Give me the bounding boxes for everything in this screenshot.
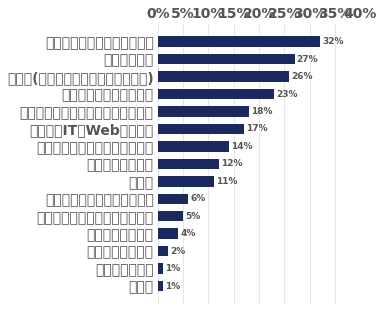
Bar xyxy=(158,211,183,221)
Bar xyxy=(158,36,320,47)
Text: 26%: 26% xyxy=(291,72,313,81)
Text: 4%: 4% xyxy=(180,229,195,238)
Text: 5%: 5% xyxy=(185,212,200,221)
Bar xyxy=(158,281,163,291)
Text: 1%: 1% xyxy=(165,264,180,273)
Text: 2%: 2% xyxy=(170,247,185,256)
Bar xyxy=(158,124,244,134)
Bar xyxy=(158,263,163,274)
Text: 32%: 32% xyxy=(322,37,343,46)
Bar xyxy=(158,246,168,256)
Bar xyxy=(158,159,218,169)
Bar xyxy=(158,176,214,187)
Text: 14%: 14% xyxy=(231,142,252,151)
Text: 12%: 12% xyxy=(221,160,242,168)
Bar xyxy=(158,89,274,99)
Text: 18%: 18% xyxy=(251,107,273,116)
Bar xyxy=(158,141,229,152)
Text: 11%: 11% xyxy=(215,177,237,186)
Bar xyxy=(158,193,188,204)
Bar xyxy=(158,72,290,82)
Text: 23%: 23% xyxy=(276,90,298,99)
Text: 17%: 17% xyxy=(246,124,268,133)
Text: 27%: 27% xyxy=(296,55,318,64)
Bar xyxy=(158,229,178,239)
Bar xyxy=(158,106,249,117)
Text: 6%: 6% xyxy=(190,194,205,203)
Bar xyxy=(158,54,295,64)
Text: 1%: 1% xyxy=(165,281,180,290)
